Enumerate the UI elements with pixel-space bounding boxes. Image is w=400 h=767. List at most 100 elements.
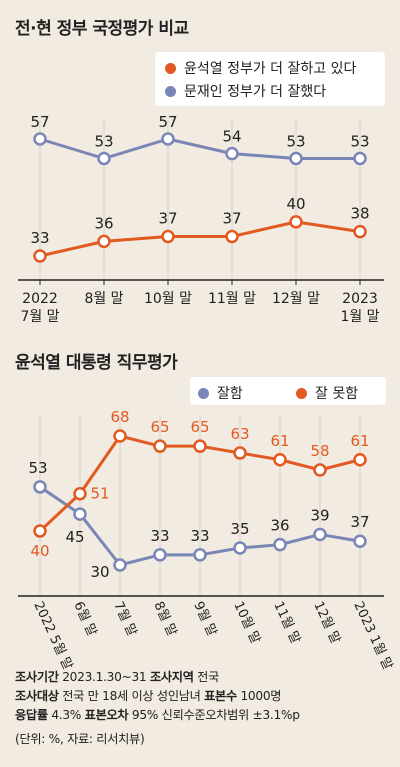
data-label: 33 <box>150 527 169 545</box>
data-point <box>273 453 287 467</box>
x-tick-label: 2023 <box>342 291 378 307</box>
legend-item-yoon-better: 윤석열 정부가 더 잘하고 있다 <box>163 58 356 78</box>
data-label: 65 <box>150 418 169 436</box>
legend-label: 윤석열 정부가 더 잘하고 있다 <box>184 61 357 77</box>
legend-swatch-blue <box>196 385 211 401</box>
data-label: 57 <box>30 113 49 131</box>
legend-label: 잘함 <box>217 386 243 402</box>
data-label: 37 <box>158 210 177 228</box>
data-point <box>233 446 247 460</box>
data-point <box>353 151 367 166</box>
x-tick-label: 12월 말 <box>310 599 342 646</box>
survey-info-line: 조사기간 2023.1.30~31 조사지역 전국 <box>15 670 220 684</box>
legend-label: 잘 못함 <box>315 386 359 402</box>
x-tick-label: 7월 말 <box>110 599 139 638</box>
data-label: 33 <box>190 527 209 545</box>
data-label: 63 <box>230 425 249 443</box>
x-tick-label: 11월 말 <box>208 291 256 307</box>
data-label: 40 <box>30 542 49 560</box>
legend-item-moon-better: 문재인 정부가 더 잘했다 <box>163 81 326 101</box>
x-tick-label: 8월 말 <box>84 291 123 307</box>
source-note: (단위: %, 자료: 리서치뷰) <box>15 732 145 746</box>
data-label: 51 <box>90 485 109 503</box>
x-tick-label: 2022 5월 말 <box>30 599 75 672</box>
data-point <box>97 234 111 249</box>
data-point <box>113 429 127 443</box>
data-label: 37 <box>350 513 369 531</box>
data-point <box>113 558 127 572</box>
x-tick-label: 8월 말 <box>150 599 179 638</box>
survey-info-line: 조사대상 전국 만 18세 이상 성인남녀 표본수 1000명 <box>15 689 282 703</box>
legend-swatch-orange <box>163 60 178 76</box>
legend-swatch-blue <box>163 83 178 99</box>
data-point <box>161 132 175 146</box>
data-point <box>273 537 287 552</box>
data-label: 58 <box>310 442 329 460</box>
data-point <box>153 548 167 562</box>
legend-item-disapprove: 잘 못함 <box>294 383 358 403</box>
survey-info: 조사기간 2023.1.30~31 조사지역 전국 조사대상 전국 만 18세 … <box>15 668 300 749</box>
data-point <box>97 151 111 166</box>
data-point <box>33 249 47 263</box>
series-line <box>39 220 361 258</box>
series-line <box>39 137 360 160</box>
data-point <box>73 507 87 521</box>
data-point <box>73 486 87 501</box>
data-label: 61 <box>270 432 289 450</box>
data-point <box>33 480 47 494</box>
data-point <box>33 132 47 146</box>
data-point <box>225 229 239 244</box>
x-tick-label: 6월 말 <box>70 599 99 638</box>
data-label: 45 <box>65 528 84 546</box>
data-point <box>33 524 47 538</box>
x-tick-label: 1월 말 <box>340 309 379 325</box>
x-tick-label: 2023 1월 말 <box>350 599 395 672</box>
x-tick-label: 9월 말 <box>190 599 219 638</box>
data-label: 53 <box>94 133 113 151</box>
x-tick-label: 7월 말 <box>20 309 59 325</box>
data-label: 30 <box>90 563 109 581</box>
data-point <box>313 527 327 542</box>
x-tick-label: 10월 말 <box>144 291 192 307</box>
data-point <box>161 229 175 244</box>
data-point <box>353 534 367 548</box>
data-point <box>289 151 303 166</box>
data-label: 54 <box>222 128 241 146</box>
x-tick-label: 2022 <box>22 291 58 307</box>
x-tick-label: 10월 말 <box>230 599 262 646</box>
data-label: 40 <box>286 195 305 213</box>
data-label: 61 <box>350 432 369 450</box>
data-label: 53 <box>350 133 369 151</box>
data-label: 53 <box>28 459 47 477</box>
data-label: 33 <box>30 229 49 247</box>
legend-label: 문재인 정부가 더 잘했다 <box>184 84 327 100</box>
data-label: 68 <box>110 408 129 426</box>
data-label: 37 <box>222 210 241 228</box>
survey-info-line: 응답률 4.3% 표본오차 95% 신뢰수준오차범위 ±3.1%p <box>15 708 300 722</box>
data-label: 65 <box>190 418 209 436</box>
data-point <box>153 439 167 453</box>
data-label: 36 <box>94 214 113 232</box>
chart2-title: 윤석열 대통령 직무평가 <box>15 353 178 373</box>
data-label: 39 <box>310 506 329 524</box>
legend-swatch-orange <box>294 385 309 401</box>
data-label: 35 <box>230 520 249 538</box>
data-point <box>289 215 303 229</box>
chart2-legend: 잘함 잘 못함 <box>190 377 386 405</box>
data-point <box>193 439 207 453</box>
data-label: 38 <box>350 205 369 223</box>
chart1-title: 전·현 정부 국정평가 비교 <box>15 19 189 39</box>
data-label: 36 <box>270 517 289 535</box>
chart1-legend: 윤석열 정부가 더 잘하고 있다 문재인 정부가 더 잘했다 <box>155 52 385 106</box>
data-point <box>233 541 247 555</box>
data-point <box>353 453 367 467</box>
data-point <box>193 548 207 562</box>
data-label: 53 <box>286 133 305 151</box>
data-point <box>313 463 327 477</box>
legend-item-approve: 잘함 <box>196 383 243 403</box>
data-label: 57 <box>158 113 177 131</box>
data-point <box>225 146 239 161</box>
x-tick-label: 11월 말 <box>270 599 302 646</box>
data-point <box>353 224 367 239</box>
